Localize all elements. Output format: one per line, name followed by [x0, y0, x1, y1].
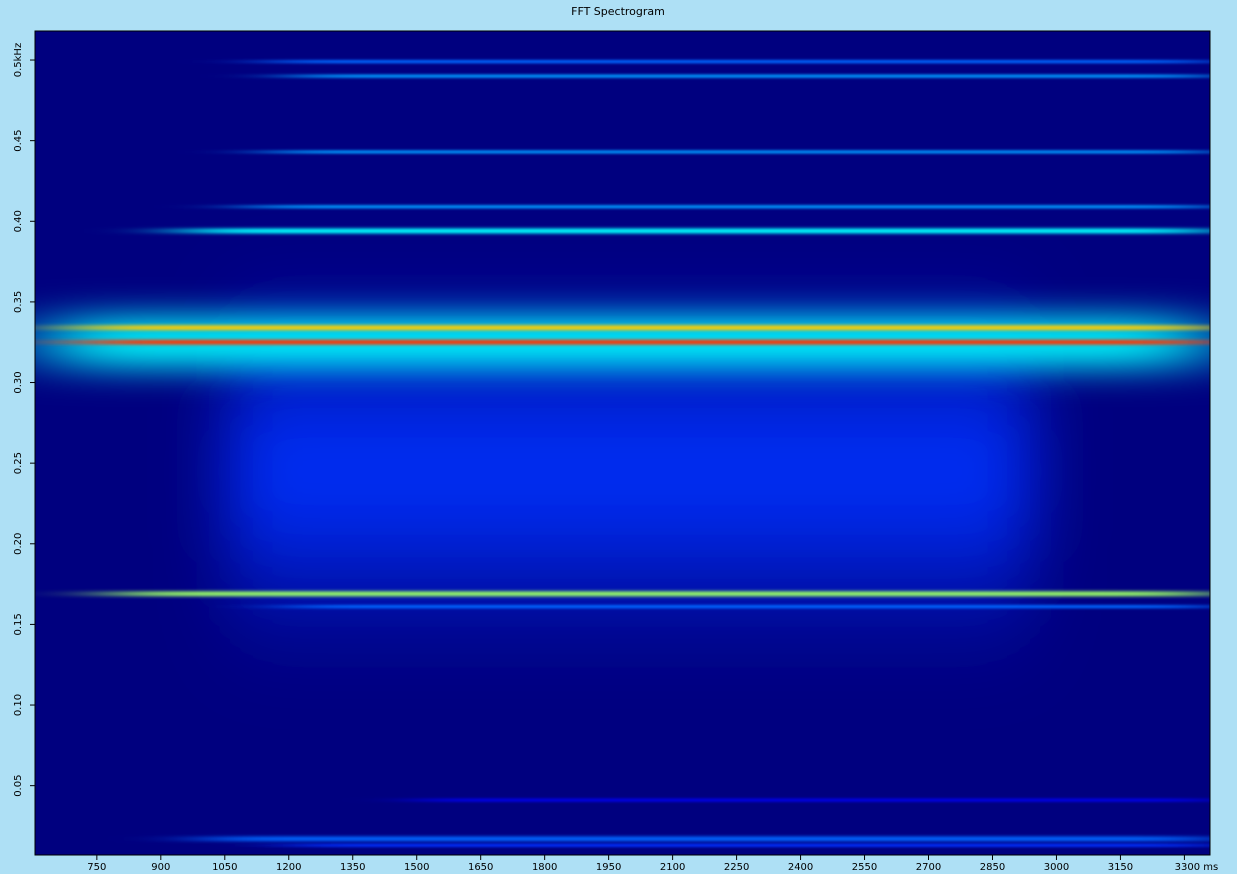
- frequency-band: [203, 836, 1210, 841]
- y-tick-label: 0.20: [13, 533, 24, 555]
- x-tick-label: 2700: [916, 862, 941, 873]
- frequency-band: [225, 374, 1035, 568]
- x-tick-label: 1350: [340, 862, 365, 873]
- x-tick-label: 2400: [788, 862, 813, 873]
- x-tick-label: 1650: [468, 862, 493, 873]
- frequency-band: [110, 591, 1210, 596]
- x-tick-label: 1950: [596, 862, 621, 873]
- x-tick-label: 3000: [1044, 862, 1069, 873]
- x-tick-label: 900: [151, 862, 170, 873]
- y-tick-label: 0.30: [13, 371, 24, 393]
- x-tick-label: 2850: [980, 862, 1005, 873]
- x-tick-label: 750: [87, 862, 106, 873]
- x-tick-label: 1800: [532, 862, 557, 873]
- y-tick-label: 0.10: [13, 694, 24, 716]
- frequency-band: [289, 75, 1210, 78]
- y-tick-label: 0.5kHz: [13, 43, 24, 77]
- y-tick-label: 0.40: [13, 210, 24, 232]
- x-tick-label: 3150: [1108, 862, 1133, 873]
- x-tick-label: 1500: [404, 862, 429, 873]
- y-tick-label: 0.05: [13, 775, 24, 797]
- y-tick-label: 0.45: [13, 130, 24, 152]
- y-tick-label: 0.15: [13, 613, 24, 635]
- frequency-band: [289, 605, 1210, 608]
- frequency-band: [289, 844, 1210, 847]
- x-tick-label: 2100: [660, 862, 685, 873]
- x-tick-label: 1050: [212, 862, 237, 873]
- frequency-band: [267, 60, 1210, 63]
- y-tick-label: 0.25: [13, 452, 24, 474]
- frequency-band: [246, 205, 1210, 208]
- y-tick-label: 0.35: [13, 291, 24, 313]
- frequency-band: [182, 229, 1210, 234]
- frequency-band: [76, 340, 1210, 345]
- x-tick-label: 2250: [724, 862, 749, 873]
- frequency-band: [76, 325, 1210, 330]
- frequency-band: [417, 799, 1210, 802]
- frequency-band: [267, 150, 1210, 153]
- chart-title: FFT Spectrogram: [571, 5, 665, 18]
- chart: FFT Spectrogram 750 900 1050 1200 1350 1500 16…: [0, 0, 1237, 874]
- x-tick-label: 2550: [852, 862, 877, 873]
- x-tick-label: 1200: [276, 862, 301, 873]
- x-tick-label: 3300 ms: [1175, 862, 1219, 873]
